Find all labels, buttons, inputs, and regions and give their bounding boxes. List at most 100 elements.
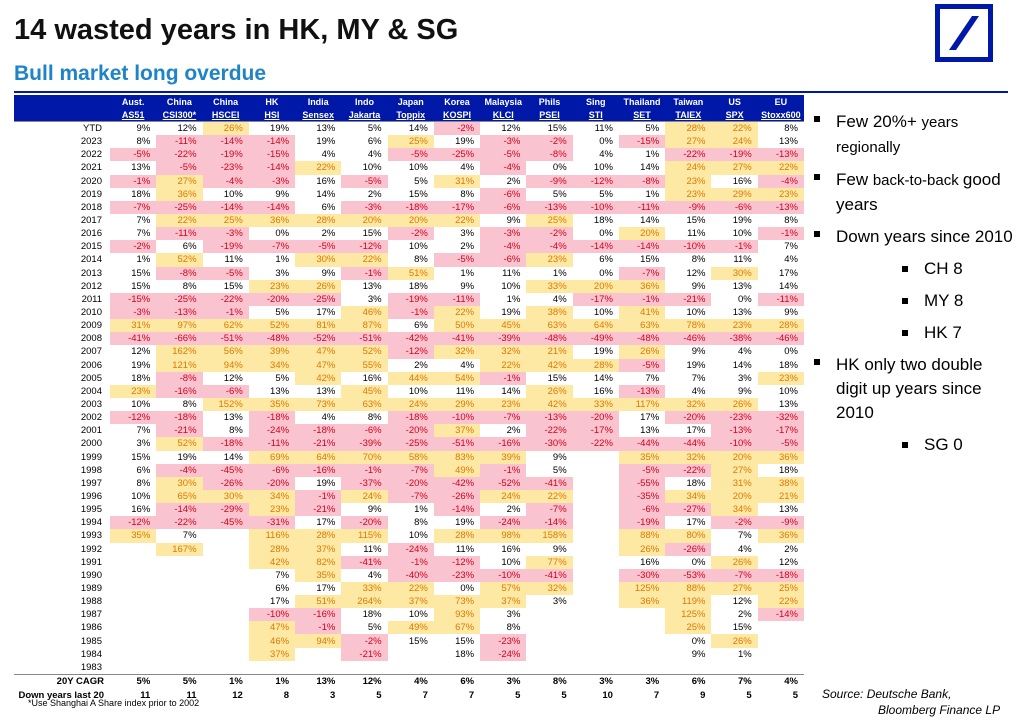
return-cell: -13% xyxy=(757,148,804,162)
return-cell xyxy=(110,608,156,621)
return-cell: 12% xyxy=(732,596,752,608)
return-cell: -21% xyxy=(341,647,388,661)
return-cell: 13% xyxy=(316,385,336,397)
return-cell xyxy=(573,516,619,529)
column-header: SET xyxy=(618,108,666,122)
return-cell: -2% xyxy=(711,516,758,530)
year-label: 2005 xyxy=(80,372,102,384)
sub-bullet-text: SG 0 xyxy=(924,435,963,454)
return-cell: -16% xyxy=(480,437,527,451)
return-cell: -25% xyxy=(295,292,342,306)
return-cell: 16% xyxy=(593,385,613,397)
return-cell: 18% xyxy=(778,359,798,371)
return-cell: -22% xyxy=(572,437,619,451)
return-cell: 5% xyxy=(618,121,666,136)
return-cell: 119% xyxy=(665,595,712,609)
return-cell: -12% xyxy=(110,516,157,530)
return-cell: 1% xyxy=(552,267,567,279)
table-row: 1986 47% -1% 5% 49% 67% 8% 25% 15% xyxy=(14,621,804,635)
return-cell: 10% xyxy=(778,385,798,397)
square-bullet-icon xyxy=(902,266,908,272)
column-header: STI xyxy=(572,108,619,122)
return-cell: 10% xyxy=(408,162,428,174)
bullet-few-back-to-back: Few back-to-back good years xyxy=(806,168,1016,217)
return-cell: 26% xyxy=(295,279,342,293)
return-cell xyxy=(388,661,434,675)
bullet-few-20-years: Few 20%+ years regionally xyxy=(806,110,1016,160)
return-cell: 57% xyxy=(480,581,527,596)
return-cell: 18% xyxy=(131,372,151,384)
return-cell: 20% xyxy=(618,227,666,241)
year-label: 1993 xyxy=(80,530,102,542)
return-cell: 39% xyxy=(248,345,296,359)
year-label: 1985 xyxy=(80,635,102,647)
summary-cell: 1% xyxy=(248,673,296,689)
return-cell xyxy=(203,569,249,582)
return-cell: 34% xyxy=(248,358,296,372)
table-row: 2015 -2% 6% -19% -7% -5% -12% 10% 2% -4% -4% -14% -1… xyxy=(14,240,804,254)
return-cell: 14% xyxy=(640,215,660,227)
return-cell: -5% xyxy=(202,266,249,280)
return-cell: -22% xyxy=(202,292,249,306)
table-row: 1993 35% 7% 116% 28% 115% 10% 28% 98% 158% 88% 80% 7… xyxy=(14,529,804,543)
return-cell: -26% xyxy=(202,476,249,490)
summary-cell: 8 xyxy=(283,689,290,701)
return-cell: 23% xyxy=(248,503,296,517)
return-cell: 33% xyxy=(341,581,388,596)
return-cell: 5% xyxy=(599,188,613,200)
return-cell: 8% xyxy=(506,622,521,634)
return-cell xyxy=(619,634,665,647)
summary-cell: 11 xyxy=(186,689,197,701)
return-cell: 55% xyxy=(341,358,388,372)
return-cell: 23% xyxy=(665,187,712,201)
return-cell: 1% xyxy=(460,267,475,279)
return-cell: 1% xyxy=(645,188,660,200)
return-cell: 81% xyxy=(295,319,342,333)
year-label: 2020 xyxy=(80,175,102,187)
return-cell: 19% xyxy=(131,359,151,371)
return-cell: 4% xyxy=(691,385,706,397)
return-cell: 35% xyxy=(110,529,157,543)
return-cell xyxy=(573,543,619,556)
return-cell: -10% xyxy=(572,200,619,214)
return-cell: -2% xyxy=(526,227,573,241)
return-cell: 22% xyxy=(387,581,434,596)
year-label: 2009 xyxy=(80,320,102,332)
year-label: 2015 xyxy=(80,241,102,253)
table-row: 2008 -41% -66% -51% -48% -52% -51% -42% -41% -39%… xyxy=(14,332,804,346)
return-cell: -3% xyxy=(202,227,249,241)
return-cell: -3% xyxy=(248,174,296,188)
return-cell: 29% xyxy=(711,187,758,201)
title-divider xyxy=(14,91,1008,93)
return-cell: -11% xyxy=(248,437,296,451)
return-cell: -1% xyxy=(480,371,527,385)
return-cell: 19% xyxy=(455,136,475,148)
return-cell: -44% xyxy=(665,437,712,451)
return-cell: 27% xyxy=(156,174,203,188)
return-cell: 26% xyxy=(711,634,758,648)
return-cell: -4% xyxy=(480,240,527,254)
return-cell: 2% xyxy=(367,188,382,200)
return-cell: -16% xyxy=(295,463,342,477)
return-cell: 7% xyxy=(737,530,752,542)
return-cell: 9% xyxy=(691,346,706,358)
year-label: 1988 xyxy=(80,596,102,608)
return-cell: 37% xyxy=(387,595,434,609)
return-cell xyxy=(341,661,387,675)
return-cell: -23% xyxy=(433,568,481,582)
return-cell: -14% xyxy=(526,516,573,530)
summary-cell: 5% xyxy=(156,673,203,689)
return-cell: 0% xyxy=(737,293,752,305)
table-row: 1998 6% -4% -45% -6% -16% -1% -7% 49% -1% 5% -5% -22… xyxy=(14,463,804,477)
return-cell: -7% xyxy=(387,463,434,477)
column-header: KOSPI xyxy=(433,108,481,122)
return-cell: 6% xyxy=(136,464,151,476)
return-cell: 10% xyxy=(408,530,428,542)
return-cell: -38% xyxy=(711,332,758,346)
return-cell: 5% xyxy=(367,622,382,634)
year-label: 2022 xyxy=(80,149,102,161)
return-cell: 14% xyxy=(732,359,752,371)
return-cell: 23% xyxy=(757,187,804,201)
column-header: US xyxy=(711,95,758,108)
return-cell: -10% xyxy=(665,240,712,254)
